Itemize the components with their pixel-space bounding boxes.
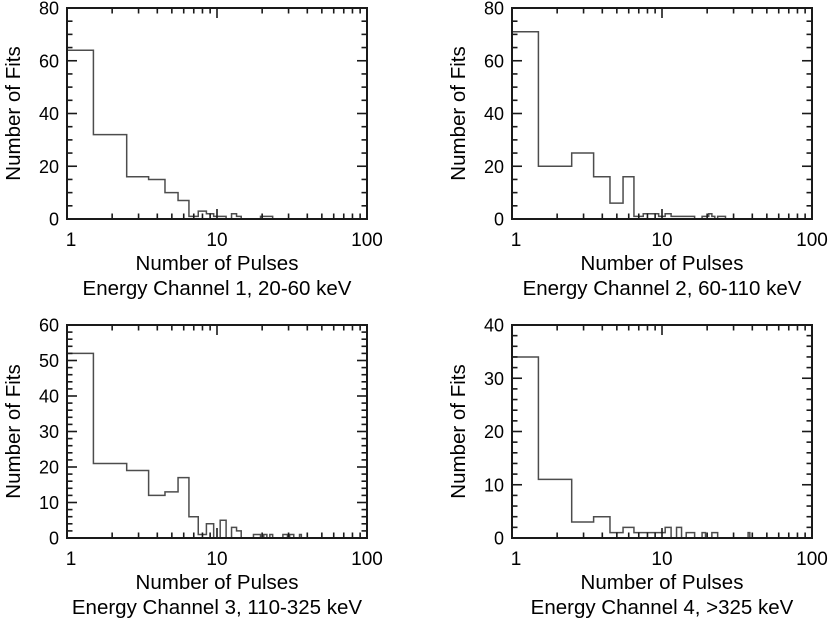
- y-axis-title: Number of Fits: [447, 46, 470, 180]
- x-axis-title: Number of Pulses: [136, 252, 299, 275]
- y-tick-label: 20: [484, 422, 504, 442]
- x-tick-label: 100: [796, 549, 828, 570]
- x-tick-label: 10: [206, 549, 227, 570]
- y-tick-label: 20: [39, 157, 59, 177]
- histogram-series: [66, 352, 367, 539]
- x-tick-label: 100: [351, 549, 383, 570]
- y-tick-label: 60: [39, 51, 59, 71]
- y-tick-label: 20: [484, 157, 504, 177]
- plot-box: [66, 324, 368, 539]
- y-tick-label: 0: [494, 529, 504, 549]
- plot-box: [511, 324, 813, 539]
- y-axis-title: Number of Fits: [2, 364, 25, 498]
- panel-title: Energy Channel 4, >325 keV: [531, 596, 794, 619]
- y-tick-label: 80: [39, 0, 59, 19]
- y-tick-label: 0: [494, 210, 504, 230]
- y-tick-label: 40: [484, 104, 504, 124]
- y-tick-label: 80: [484, 0, 504, 19]
- x-axis-title: Number of Pulses: [581, 571, 744, 594]
- y-tick-label: 40: [39, 387, 59, 407]
- x-tick-label: 10: [651, 230, 672, 251]
- x-tick-label: 100: [796, 230, 828, 251]
- x-tick-label: 1: [66, 549, 77, 570]
- x-tick-label: 100: [351, 230, 383, 251]
- plot-box: [511, 7, 813, 220]
- chart-channel-3: 1 10 100 0 10 20 30 40 50 60 Number of PulsesEnerg…: [2, 316, 383, 619]
- panel-title: Energy Channel 1, 20-60 keV: [83, 277, 352, 300]
- y-tick-label: 10: [39, 493, 59, 513]
- y-tick-label: 20: [39, 458, 59, 478]
- y-axis-title: Number of Fits: [447, 364, 470, 498]
- panel-channel-4: 1 10 100 0 10 20 30 40 Number of Pulses Energy Ch…: [416, 310, 831, 619]
- y-tick-label: 60: [39, 316, 59, 336]
- x-tick-label: 1: [66, 230, 77, 251]
- panel-channel-2: 1 10 100 0 20 40 60 80 Number of Pulses Energy Ch…: [416, 0, 831, 309]
- y-tick-label: 30: [484, 369, 504, 389]
- panel-channel-3: 1 10 100 0 10 20 30 40 50 60 Number of Pulses Energ…: [0, 310, 415, 619]
- y-tick-label: 30: [39, 422, 59, 442]
- panel-title: Energy Channel 3, 110-325 keV: [72, 596, 363, 619]
- panel-channel-1: 1 10 100 0 20 40 60 80 Number of Pulses Energy Ch…: [0, 0, 415, 309]
- y-axis-title: Number of Fits: [2, 46, 25, 180]
- panel-title: Energy Channel 2, 60-110 keV: [523, 277, 802, 300]
- histogram-series: [511, 356, 812, 539]
- x-tick-label: 10: [206, 230, 227, 251]
- y-tick-label: 40: [39, 104, 59, 124]
- x-axis-title: Number of Pulses: [136, 571, 299, 594]
- y-tick-label: 60: [484, 51, 504, 71]
- y-tick-label: 0: [49, 210, 59, 230]
- histogram-series: [511, 30, 812, 220]
- x-tick-label: 1: [511, 549, 522, 570]
- y-tick-label: 10: [484, 475, 504, 495]
- y-tick-label: 50: [39, 351, 59, 371]
- x-tick-label: 1: [511, 230, 522, 251]
- histogram-series: [66, 49, 367, 220]
- y-tick-label: 40: [484, 316, 504, 336]
- x-axis-title: Number of Pulses: [581, 252, 744, 275]
- x-tick-label: 10: [651, 549, 672, 570]
- y-tick-label: 0: [49, 529, 59, 549]
- plot-box: [66, 7, 368, 220]
